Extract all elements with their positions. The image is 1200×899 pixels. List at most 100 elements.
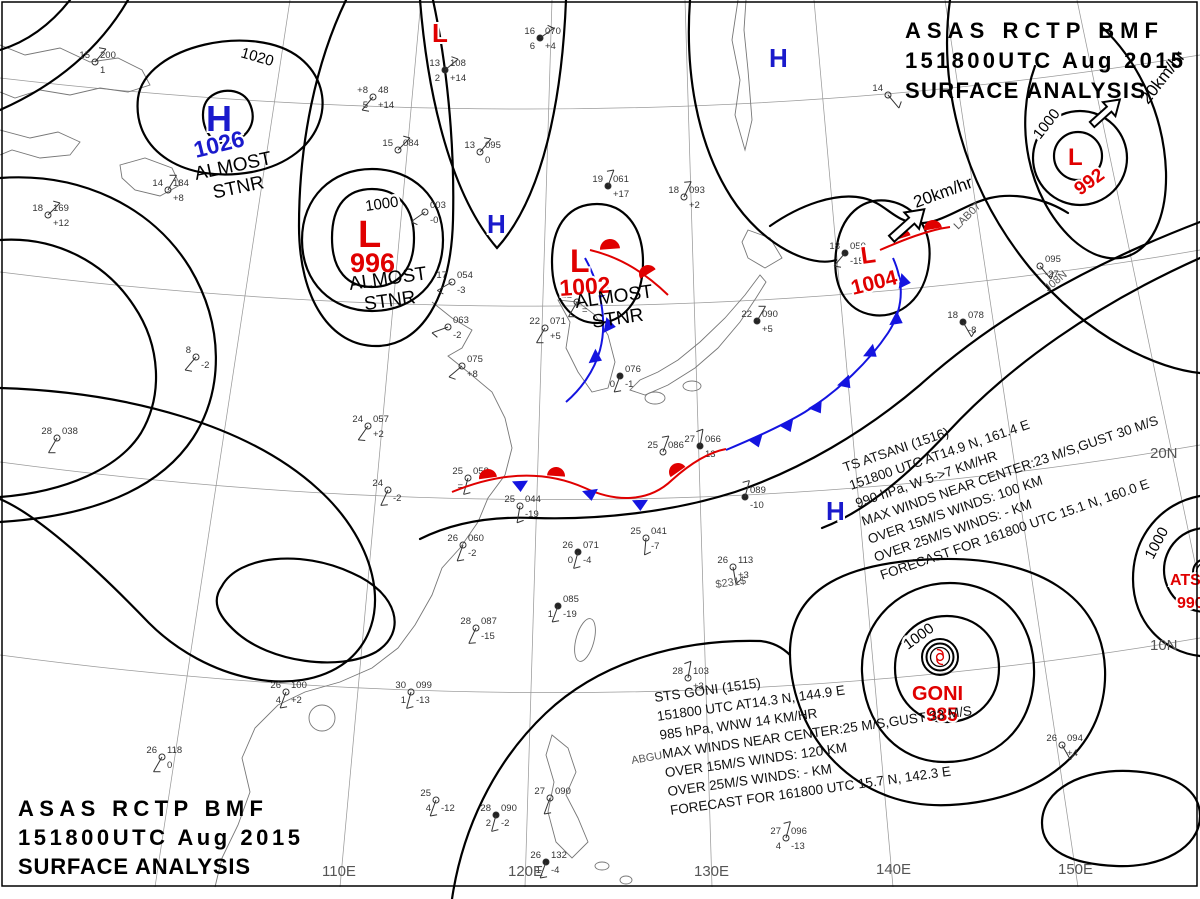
coastlines bbox=[0, 0, 783, 888]
station-value: 14 bbox=[152, 178, 163, 189]
station-plot: 22 = bbox=[561, 290, 588, 318]
station-plot: 15 200 1 bbox=[79, 47, 116, 76]
station-value: +8 bbox=[467, 369, 478, 380]
station-value: 25 bbox=[504, 494, 515, 505]
isobar-label: 1000 bbox=[900, 620, 937, 653]
station-value: -4 bbox=[583, 555, 591, 566]
station-value: 16 bbox=[524, 26, 535, 37]
station-value: +4 bbox=[545, 41, 556, 52]
station-value: -2 bbox=[501, 818, 509, 829]
station-value: 058 bbox=[473, 466, 489, 477]
station-value: +14 bbox=[450, 73, 466, 84]
station-plot: 18 078 -8 bbox=[947, 310, 984, 337]
station-value: -7 bbox=[651, 541, 659, 552]
station-value: 22 bbox=[529, 316, 540, 327]
cold-front-symbols bbox=[747, 273, 911, 448]
station-value: 24 bbox=[352, 414, 363, 425]
station-value: 061 bbox=[613, 174, 629, 185]
station-value: 28 bbox=[672, 666, 683, 677]
station-plot: 18 169 +12 bbox=[32, 200, 69, 229]
cold-front-line-korea bbox=[565, 257, 605, 403]
station-value: 15 bbox=[79, 50, 90, 61]
arrow-ne-low1004 bbox=[887, 208, 926, 244]
station-value: 063 bbox=[453, 315, 469, 326]
station-value: -2 bbox=[201, 360, 209, 371]
station-plot: 19 061 +17 bbox=[592, 169, 629, 200]
isobar-label: 1000 bbox=[1030, 106, 1064, 143]
station-value: 066 bbox=[705, 434, 721, 445]
title-block-top-right: ASAS RCTP BMF 151800UTC Aug 2015 SURFACE… bbox=[905, 18, 1183, 103]
lat-label: 10N bbox=[1150, 637, 1178, 654]
title-line2: 151800UTC Aug 2015 bbox=[18, 825, 300, 850]
station-value: 078 bbox=[968, 310, 984, 321]
station-value: 044 bbox=[525, 494, 541, 505]
station-value: 093 bbox=[689, 185, 705, 196]
station-value: 18 bbox=[668, 185, 679, 196]
station-value: +2 bbox=[291, 695, 302, 706]
station-value: -2 bbox=[453, 330, 461, 341]
station-value: 2 bbox=[435, 73, 440, 84]
station-plot: 17 054 -3 bbox=[436, 270, 472, 296]
lon-label: 120E bbox=[508, 863, 543, 880]
station-plot: 26 094 +4 bbox=[1046, 733, 1083, 760]
longitude-labels: 110E 120E 130E 140E 150E bbox=[322, 861, 1093, 880]
station-value: 169 bbox=[53, 203, 69, 214]
lon-label: 110E bbox=[322, 863, 356, 880]
station-value: 096 bbox=[791, 826, 807, 837]
station-value: 099 bbox=[416, 680, 432, 691]
station-value: 095 bbox=[485, 140, 501, 151]
stationary-front-line bbox=[451, 448, 727, 499]
pressure-center-low-996: L 996 ALMOST STNR bbox=[348, 212, 429, 315]
typhoon-symbol-goni bbox=[921, 638, 959, 676]
station-value: 200 bbox=[100, 50, 116, 61]
station-value: 25 bbox=[630, 526, 641, 537]
high-letter: H bbox=[206, 98, 232, 139]
station-plot: 27 096 4 -13 bbox=[770, 821, 807, 852]
station-value: 041 bbox=[651, 526, 667, 537]
warm-front-line-mid bbox=[589, 249, 669, 296]
station-value: 19 bbox=[592, 174, 603, 185]
station-value: +5 bbox=[762, 324, 773, 335]
station-value: 8 bbox=[186, 345, 191, 356]
station-plot: 063-2 bbox=[431, 315, 469, 341]
station-value: 26 bbox=[270, 680, 281, 691]
station-value: 22 bbox=[741, 309, 752, 320]
station-value: 14 bbox=[872, 83, 883, 94]
station-value: 071 bbox=[550, 316, 566, 327]
station-value: -19 bbox=[525, 509, 539, 520]
pressure-center-low-top: L bbox=[432, 18, 448, 48]
station-plot: 28 038 bbox=[41, 426, 78, 454]
station-value: 0 bbox=[167, 760, 172, 771]
station-value: 108 bbox=[450, 58, 466, 69]
station-value: 2 bbox=[486, 818, 491, 829]
low-value: 996 bbox=[350, 248, 395, 278]
station-plot: 30 099 1 -13 bbox=[395, 680, 432, 709]
station-value: -27 bbox=[1045, 269, 1059, 280]
station-value: +4 bbox=[1067, 748, 1078, 759]
station-value: 17 bbox=[436, 270, 447, 281]
low-value: 1002 bbox=[559, 271, 612, 301]
station-plot: 8 -2 bbox=[184, 345, 209, 372]
station-value: 050 bbox=[850, 241, 866, 252]
station-value: -8 bbox=[968, 325, 976, 336]
station-plot: 22 090 +5 bbox=[741, 305, 778, 335]
station-value: 26 bbox=[717, 555, 728, 566]
station-plot: +8 48 5 +14 bbox=[357, 85, 394, 112]
station-plot: 076 0 -1 bbox=[610, 364, 641, 393]
station-value: +3 bbox=[693, 681, 704, 692]
station-value: 103 bbox=[693, 666, 709, 677]
title-line3: SURFACE ANALYSIS bbox=[905, 78, 1145, 103]
station-value: -2 bbox=[393, 493, 401, 504]
station-value: 27 bbox=[684, 434, 695, 445]
station-plot: 26 132 1 -4 bbox=[530, 850, 567, 879]
pressure-center-high-se: H bbox=[826, 496, 845, 526]
station-value: 13 bbox=[429, 58, 440, 69]
station-plot: 28 103 +3 bbox=[672, 660, 709, 692]
lon-label: 130E bbox=[694, 863, 729, 880]
low-letter: L bbox=[859, 241, 877, 270]
station-value: 27 bbox=[770, 826, 781, 837]
station-value: 25 bbox=[452, 466, 463, 477]
